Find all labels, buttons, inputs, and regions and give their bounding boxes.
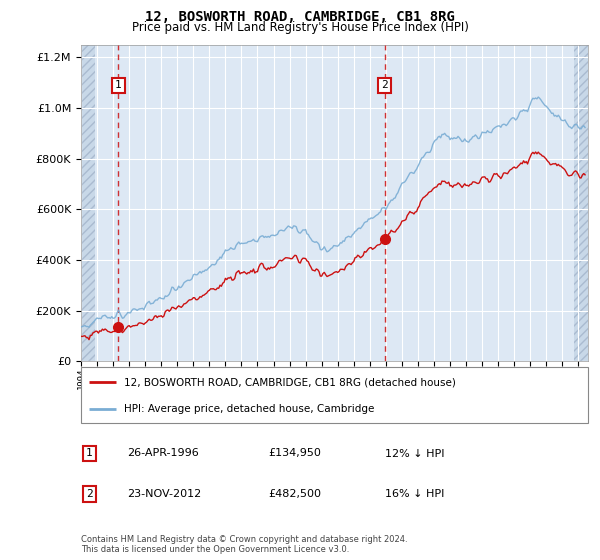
Text: Contains HM Land Registry data © Crown copyright and database right 2024.
This d: Contains HM Land Registry data © Crown c… <box>81 535 407 554</box>
Text: 2: 2 <box>86 489 93 499</box>
Text: 2: 2 <box>381 80 388 90</box>
Text: 12, BOSWORTH ROAD, CAMBRIDGE, CB1 8RG (detached house): 12, BOSWORTH ROAD, CAMBRIDGE, CB1 8RG (d… <box>124 377 456 388</box>
Text: Price paid vs. HM Land Registry's House Price Index (HPI): Price paid vs. HM Land Registry's House … <box>131 21 469 34</box>
Text: 26-APR-1996: 26-APR-1996 <box>127 449 199 459</box>
Bar <box>81 45 95 361</box>
Bar <box>574 45 588 361</box>
Text: 1: 1 <box>86 449 93 459</box>
Text: 23-NOV-2012: 23-NOV-2012 <box>127 489 201 499</box>
Text: 16% ↓ HPI: 16% ↓ HPI <box>385 489 445 499</box>
Text: HPI: Average price, detached house, Cambridge: HPI: Average price, detached house, Camb… <box>124 404 374 414</box>
Text: £134,950: £134,950 <box>269 449 322 459</box>
Text: 1: 1 <box>115 80 122 90</box>
Text: £482,500: £482,500 <box>269 489 322 499</box>
Text: 12% ↓ HPI: 12% ↓ HPI <box>385 449 445 459</box>
Text: 12, BOSWORTH ROAD, CAMBRIDGE, CB1 8RG: 12, BOSWORTH ROAD, CAMBRIDGE, CB1 8RG <box>145 10 455 24</box>
